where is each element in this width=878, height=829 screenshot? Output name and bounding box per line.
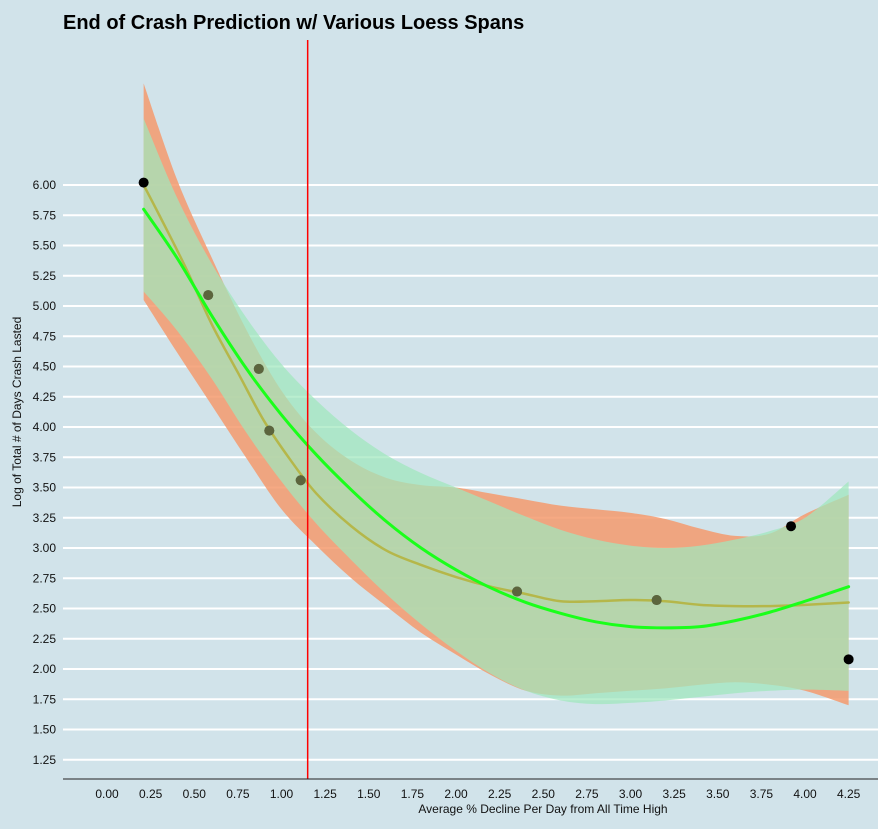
y-axis-label: Log of Total # of Days Crash Lasted bbox=[10, 317, 24, 508]
data-point-overlay bbox=[253, 363, 264, 374]
x-tick-label: 3.00 bbox=[619, 787, 643, 801]
y-tick-label: 2.25 bbox=[33, 632, 57, 646]
confidence-ribbons bbox=[143, 83, 849, 706]
confidence-ribbon-2 bbox=[143, 118, 849, 705]
chart-title: End of Crash Prediction w/ Various Loess… bbox=[63, 12, 524, 34]
y-tick-label: 3.25 bbox=[33, 511, 57, 525]
x-tick-label: 0.25 bbox=[139, 787, 163, 801]
x-tick-label: 2.25 bbox=[488, 787, 512, 801]
y-tick-label: 4.00 bbox=[33, 420, 57, 434]
loess-line-2 bbox=[142, 207, 851, 630]
x-tick-label: 0.50 bbox=[183, 787, 207, 801]
x-tick-label: 0.75 bbox=[226, 787, 250, 801]
x-tick-label: 2.50 bbox=[532, 787, 556, 801]
loess-line-1 bbox=[142, 183, 850, 608]
y-tick-label: 5.00 bbox=[33, 299, 57, 313]
data-point-overlay bbox=[295, 475, 306, 486]
data-point bbox=[138, 177, 149, 188]
x-tick-label: 1.25 bbox=[313, 787, 337, 801]
data-point bbox=[786, 521, 797, 532]
x-tick-label: 2.75 bbox=[575, 787, 599, 801]
x-tick-label: 4.00 bbox=[793, 787, 817, 801]
y-tick-label: 4.25 bbox=[33, 390, 57, 404]
x-tick-label: 0.00 bbox=[95, 787, 119, 801]
y-tick-label: 4.50 bbox=[33, 360, 57, 374]
x-tick-label: 1.50 bbox=[357, 787, 381, 801]
y-tick-label: 3.75 bbox=[33, 450, 57, 464]
y-tick-label: 3.00 bbox=[33, 541, 57, 555]
data-point-overlay bbox=[512, 586, 523, 597]
grid-lines bbox=[63, 184, 878, 761]
y-tick-label: 2.50 bbox=[33, 602, 57, 616]
data-points bbox=[138, 177, 854, 665]
y-tick-label: 1.50 bbox=[33, 723, 57, 737]
x-tick-label: 1.75 bbox=[401, 787, 425, 801]
y-tick-label: 5.75 bbox=[33, 208, 57, 222]
x-tick-label: 3.25 bbox=[662, 787, 686, 801]
y-tick-label: 4.75 bbox=[33, 329, 57, 343]
y-tick-label: 1.75 bbox=[33, 692, 57, 706]
y-tick-label: 2.75 bbox=[33, 571, 57, 585]
x-tick-label: 3.50 bbox=[706, 787, 730, 801]
y-tick-label: 5.25 bbox=[33, 269, 57, 283]
data-point-overlay bbox=[203, 290, 214, 301]
loess-lines bbox=[142, 183, 851, 630]
data-point-overlay bbox=[651, 595, 662, 606]
y-tick-label: 5.50 bbox=[33, 239, 57, 253]
y-tick-label: 6.00 bbox=[33, 178, 57, 192]
data-point bbox=[843, 654, 854, 665]
x-axis-label: Average % Decline Per Day from All Time … bbox=[418, 802, 667, 816]
x-tick-label: 1.00 bbox=[270, 787, 294, 801]
data-point-overlay bbox=[264, 425, 275, 436]
axes: 1.25 1.50 1.75 2.00 2.25 2.50 2.75 3.00 3.25 3.50… bbox=[33, 178, 878, 801]
x-tick-label: 2.00 bbox=[444, 787, 468, 801]
y-tick-label: 3.50 bbox=[33, 481, 57, 495]
y-tick-label: 2.00 bbox=[33, 662, 57, 676]
y-tick-label: 1.25 bbox=[33, 753, 57, 767]
x-tick-label: 3.75 bbox=[750, 787, 774, 801]
x-tick-label: 4.25 bbox=[837, 787, 861, 801]
